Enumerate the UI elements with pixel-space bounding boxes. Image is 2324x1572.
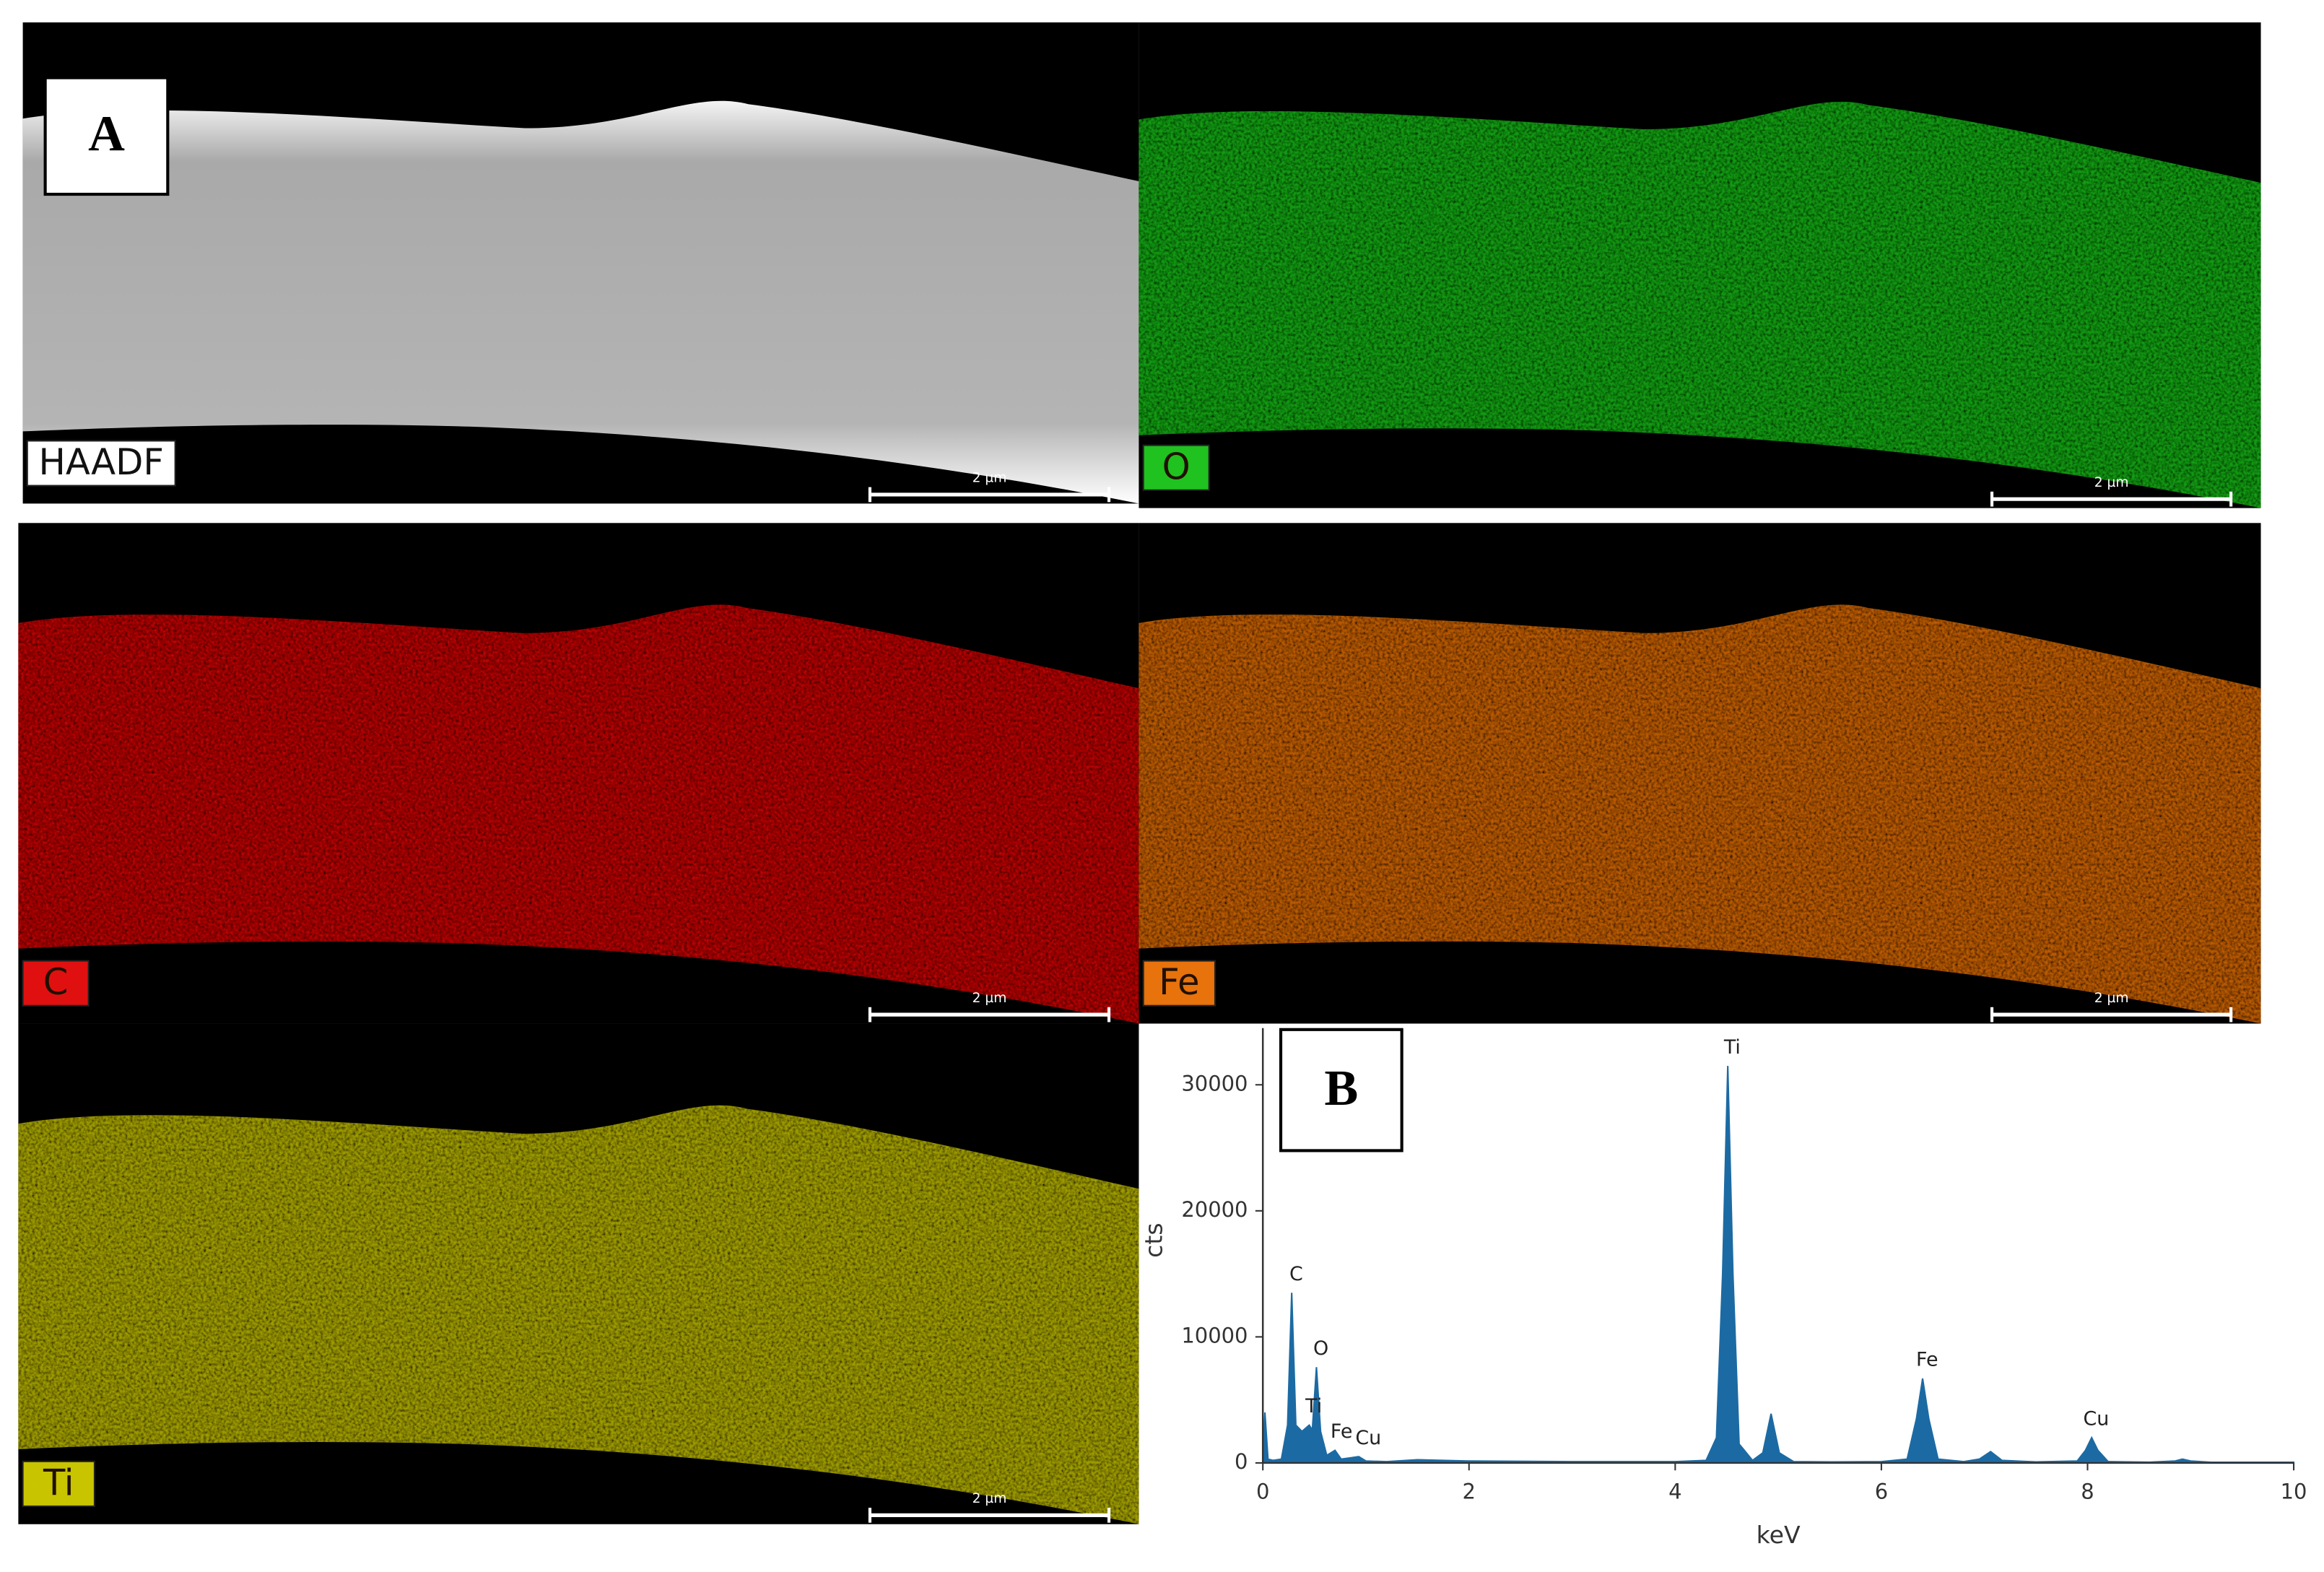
y-tick-label: 30000 xyxy=(1181,1071,1248,1095)
x-axis-label: keV xyxy=(1757,1521,1801,1549)
x-tick-label: 4 xyxy=(1668,1479,1681,1503)
panel-label: A xyxy=(88,106,125,162)
y-tick-label: 10000 xyxy=(1181,1323,1248,1347)
map-label: HAADF xyxy=(38,441,163,483)
fiber xyxy=(1139,604,2261,1024)
map-panel: C 2 µm xyxy=(18,523,1139,1024)
fiber xyxy=(1139,101,2261,508)
map-panel: HAADF 2 µm xyxy=(22,22,1139,504)
peak-label: O xyxy=(1313,1337,1328,1360)
map-label: Fe xyxy=(1159,961,1199,1003)
fiber xyxy=(18,1105,1139,1524)
map-panel: Ti 2 µm xyxy=(18,1023,1139,1524)
x-tick-label: 6 xyxy=(1875,1479,1888,1503)
maps: HAADF 2 µm O 2 µm C 2 µm Fe 2 µm Ti 2 µm xyxy=(18,22,2261,1524)
y-axis-label: cts xyxy=(1140,1223,1168,1257)
map-label-box xyxy=(22,960,90,1007)
peak-label: Ti xyxy=(1305,1395,1322,1417)
y-tick-label: 0 xyxy=(1235,1449,1248,1474)
map-label-box xyxy=(1142,444,1210,491)
panel-label-box xyxy=(1279,1028,1403,1152)
map-label-box xyxy=(26,440,176,487)
peak-label: Ti xyxy=(1723,1036,1741,1059)
y-tick-label: 20000 xyxy=(1181,1197,1248,1222)
x-tick-label: 2 xyxy=(1463,1479,1476,1503)
fiber xyxy=(18,604,1139,1024)
x-tick-label: 0 xyxy=(1256,1479,1269,1503)
panel-label-box xyxy=(43,76,170,196)
map-label: Ti xyxy=(43,1462,74,1503)
map-label: O xyxy=(1162,446,1191,487)
scale-bar-label: 2 µm xyxy=(2094,475,2129,490)
peak-label: Cu xyxy=(2083,1408,2109,1430)
peak-label: Fe xyxy=(1916,1349,1938,1371)
x-tick-label: 8 xyxy=(2081,1479,2094,1503)
map-label-box xyxy=(22,1460,95,1507)
peak-label: Cu xyxy=(1355,1427,1381,1449)
peak-label: Fe xyxy=(1331,1420,1353,1443)
scale-bar-label: 2 µm xyxy=(972,991,1007,1006)
panel-label: B xyxy=(1324,1060,1358,1116)
spectrum-area xyxy=(1262,1066,2295,1464)
map-label: C xyxy=(43,961,69,1003)
scale-bar-label: 2 µm xyxy=(972,471,1007,486)
fiber xyxy=(22,100,1139,504)
x-tick-label: 10 xyxy=(2281,1479,2307,1503)
peak-label: C xyxy=(1289,1263,1303,1285)
scale-bar-label: 2 µm xyxy=(972,1491,1007,1506)
map-label-box xyxy=(1142,960,1216,1007)
scale-bar-label: 2 µm xyxy=(2094,991,2129,1006)
map-panel: Fe 2 µm xyxy=(1139,523,2261,1024)
map-panel: O 2 µm xyxy=(1139,22,2261,508)
